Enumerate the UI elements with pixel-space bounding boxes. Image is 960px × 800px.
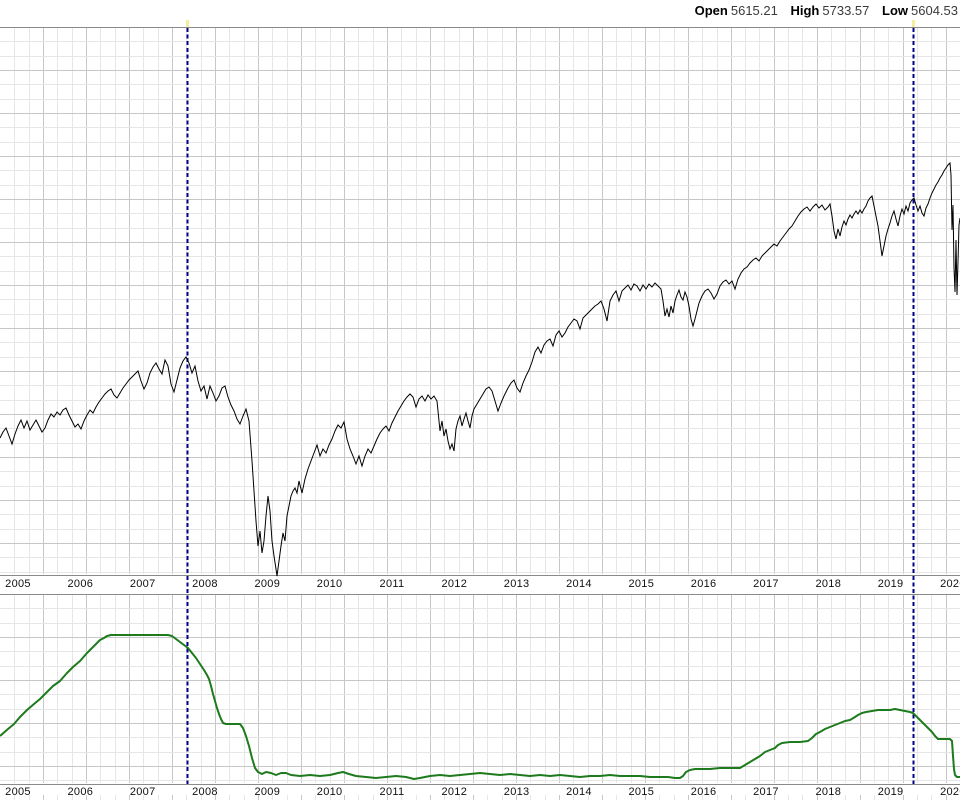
lower-indicator-line	[0, 634, 960, 780]
high-value: 5733.57	[822, 3, 870, 18]
x-axis-year-label: 2014	[566, 786, 592, 798]
x-axis-year-label: 2013	[503, 786, 530, 798]
x-axis-year-label: 2009	[254, 578, 281, 590]
x-axis-year-label: 2016	[690, 578, 717, 590]
x-axis-year-label: 2006	[67, 578, 94, 590]
x-axis-year-label: 2017	[753, 786, 779, 798]
x-axis-year-label: 2019	[877, 578, 904, 590]
x-axis-year-label: 2015	[628, 786, 655, 798]
x-axis-year-label: 2006	[67, 786, 94, 798]
open-readout: Open 5615.21	[695, 3, 778, 18]
x-axis-year-label: 2014	[566, 578, 592, 590]
x-axis-year-label: 2012	[441, 786, 468, 798]
x-axis-year-label: 2016	[690, 786, 717, 798]
x-axis-year-label: 2008	[192, 578, 218, 590]
high-label: High	[790, 3, 820, 18]
x-axis-year-label: 2012	[441, 578, 468, 590]
x-axis-year-label: 2005	[5, 786, 31, 798]
x-axis-year-label: 2020	[940, 578, 960, 590]
open-value: 5615.21	[730, 3, 778, 18]
low-value: 5604.53	[911, 3, 958, 18]
x-axis-year-label: 2018	[815, 786, 842, 798]
high-readout: High 5733.57	[790, 3, 869, 18]
x-axis-year-label: 2010	[316, 786, 343, 798]
ohlc-readout: Open 5615.21 High 5733.57 Low 5604.53	[695, 3, 958, 19]
x-axis-year-label: 2010	[316, 578, 343, 590]
x-axis-year-label: 2011	[379, 578, 405, 590]
x-axis-year-label: 2019	[877, 786, 904, 798]
low-label: Low	[882, 3, 908, 18]
open-label: Open	[694, 3, 728, 18]
x-axis-year-label: 2018	[815, 578, 842, 590]
x-axis-year-label: 2008	[192, 786, 218, 798]
x-axis-year-label: 2017	[753, 578, 779, 590]
x-axis-year-label: 2009	[254, 786, 281, 798]
x-axis-year-label: 2015	[628, 578, 655, 590]
x-axis-year-label: 2013	[503, 578, 530, 590]
x-axis-year-label: 2011	[379, 786, 405, 798]
x-axis-year-label: 2007	[129, 578, 156, 590]
low-readout: Low 5604.53	[882, 3, 958, 18]
x-axis-year-label: 2005	[5, 578, 31, 590]
x-axis-year-label: 2020	[940, 786, 960, 798]
x-axis-year-label: 2007	[129, 786, 156, 798]
price-index-daily-line	[0, 161, 960, 577]
